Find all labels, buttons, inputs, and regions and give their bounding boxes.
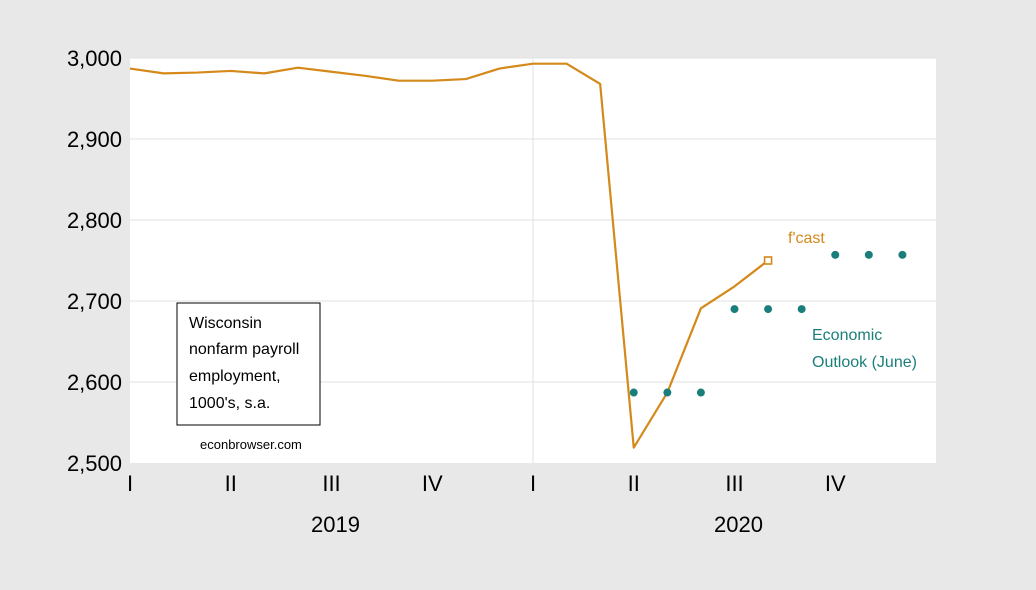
x-year-label-0: 2019 xyxy=(311,512,360,537)
y-tick-label-5: 3,000 xyxy=(67,46,122,71)
x-tick-label-2: III xyxy=(322,471,340,496)
outlook-point-3 xyxy=(730,305,739,314)
x-tick-label-4: I xyxy=(530,471,536,496)
outlook-point-0 xyxy=(629,388,638,397)
y-tick-label-4: 2,900 xyxy=(67,127,122,152)
y-tick-label-0: 2,500 xyxy=(67,451,122,476)
x-axis-tick-labels: I II III IV I II III IV xyxy=(127,471,846,496)
y-axis-tick-labels: 2,500 2,600 2,700 2,800 2,900 3,000 xyxy=(67,46,122,476)
outlook-point-7 xyxy=(864,250,873,259)
outlook-point-8 xyxy=(898,250,907,259)
outlook-point-1 xyxy=(663,388,672,397)
economic-outlook-label-line-1: Economic xyxy=(812,327,882,344)
y-tick-label-3: 2,800 xyxy=(67,208,122,233)
y-tick-label-2: 2,700 xyxy=(67,289,122,314)
x-tick-label-7: IV xyxy=(825,471,846,496)
y-tick-label-1: 2,600 xyxy=(67,370,122,395)
source-label: econbrowser.com xyxy=(200,437,302,452)
x-tick-label-3: IV xyxy=(422,471,443,496)
series-layer xyxy=(129,62,907,449)
forecast-marker xyxy=(763,256,773,265)
x-year-label-1: 2020 xyxy=(714,512,763,537)
economic-outlook-label-line-2: Outlook (June) xyxy=(812,354,917,371)
outlook-point-6 xyxy=(831,250,840,259)
employment-line xyxy=(129,62,769,449)
x-tick-label-1: II xyxy=(225,471,237,496)
outlook-point-5 xyxy=(797,305,806,314)
outlook-point-4 xyxy=(764,305,773,314)
x-tick-label-5: II xyxy=(628,471,640,496)
x-tick-label-6: III xyxy=(725,471,743,496)
annotation-line-2: nonfarm payroll xyxy=(189,341,299,358)
annotation-box: Wisconsin nonfarm payroll employment, 10… xyxy=(176,302,321,426)
x-tick-label-0: I xyxy=(127,471,133,496)
outlook-point-2 xyxy=(696,388,705,397)
annotation-line-1: Wisconsin xyxy=(189,315,262,332)
forecast-label: f'cast xyxy=(788,230,825,247)
annotation-line-4: 1000's, s.a. xyxy=(189,395,270,412)
x-axis-year-labels: 2019 2020 xyxy=(311,512,763,537)
annotation-line-3: employment, xyxy=(189,368,281,385)
